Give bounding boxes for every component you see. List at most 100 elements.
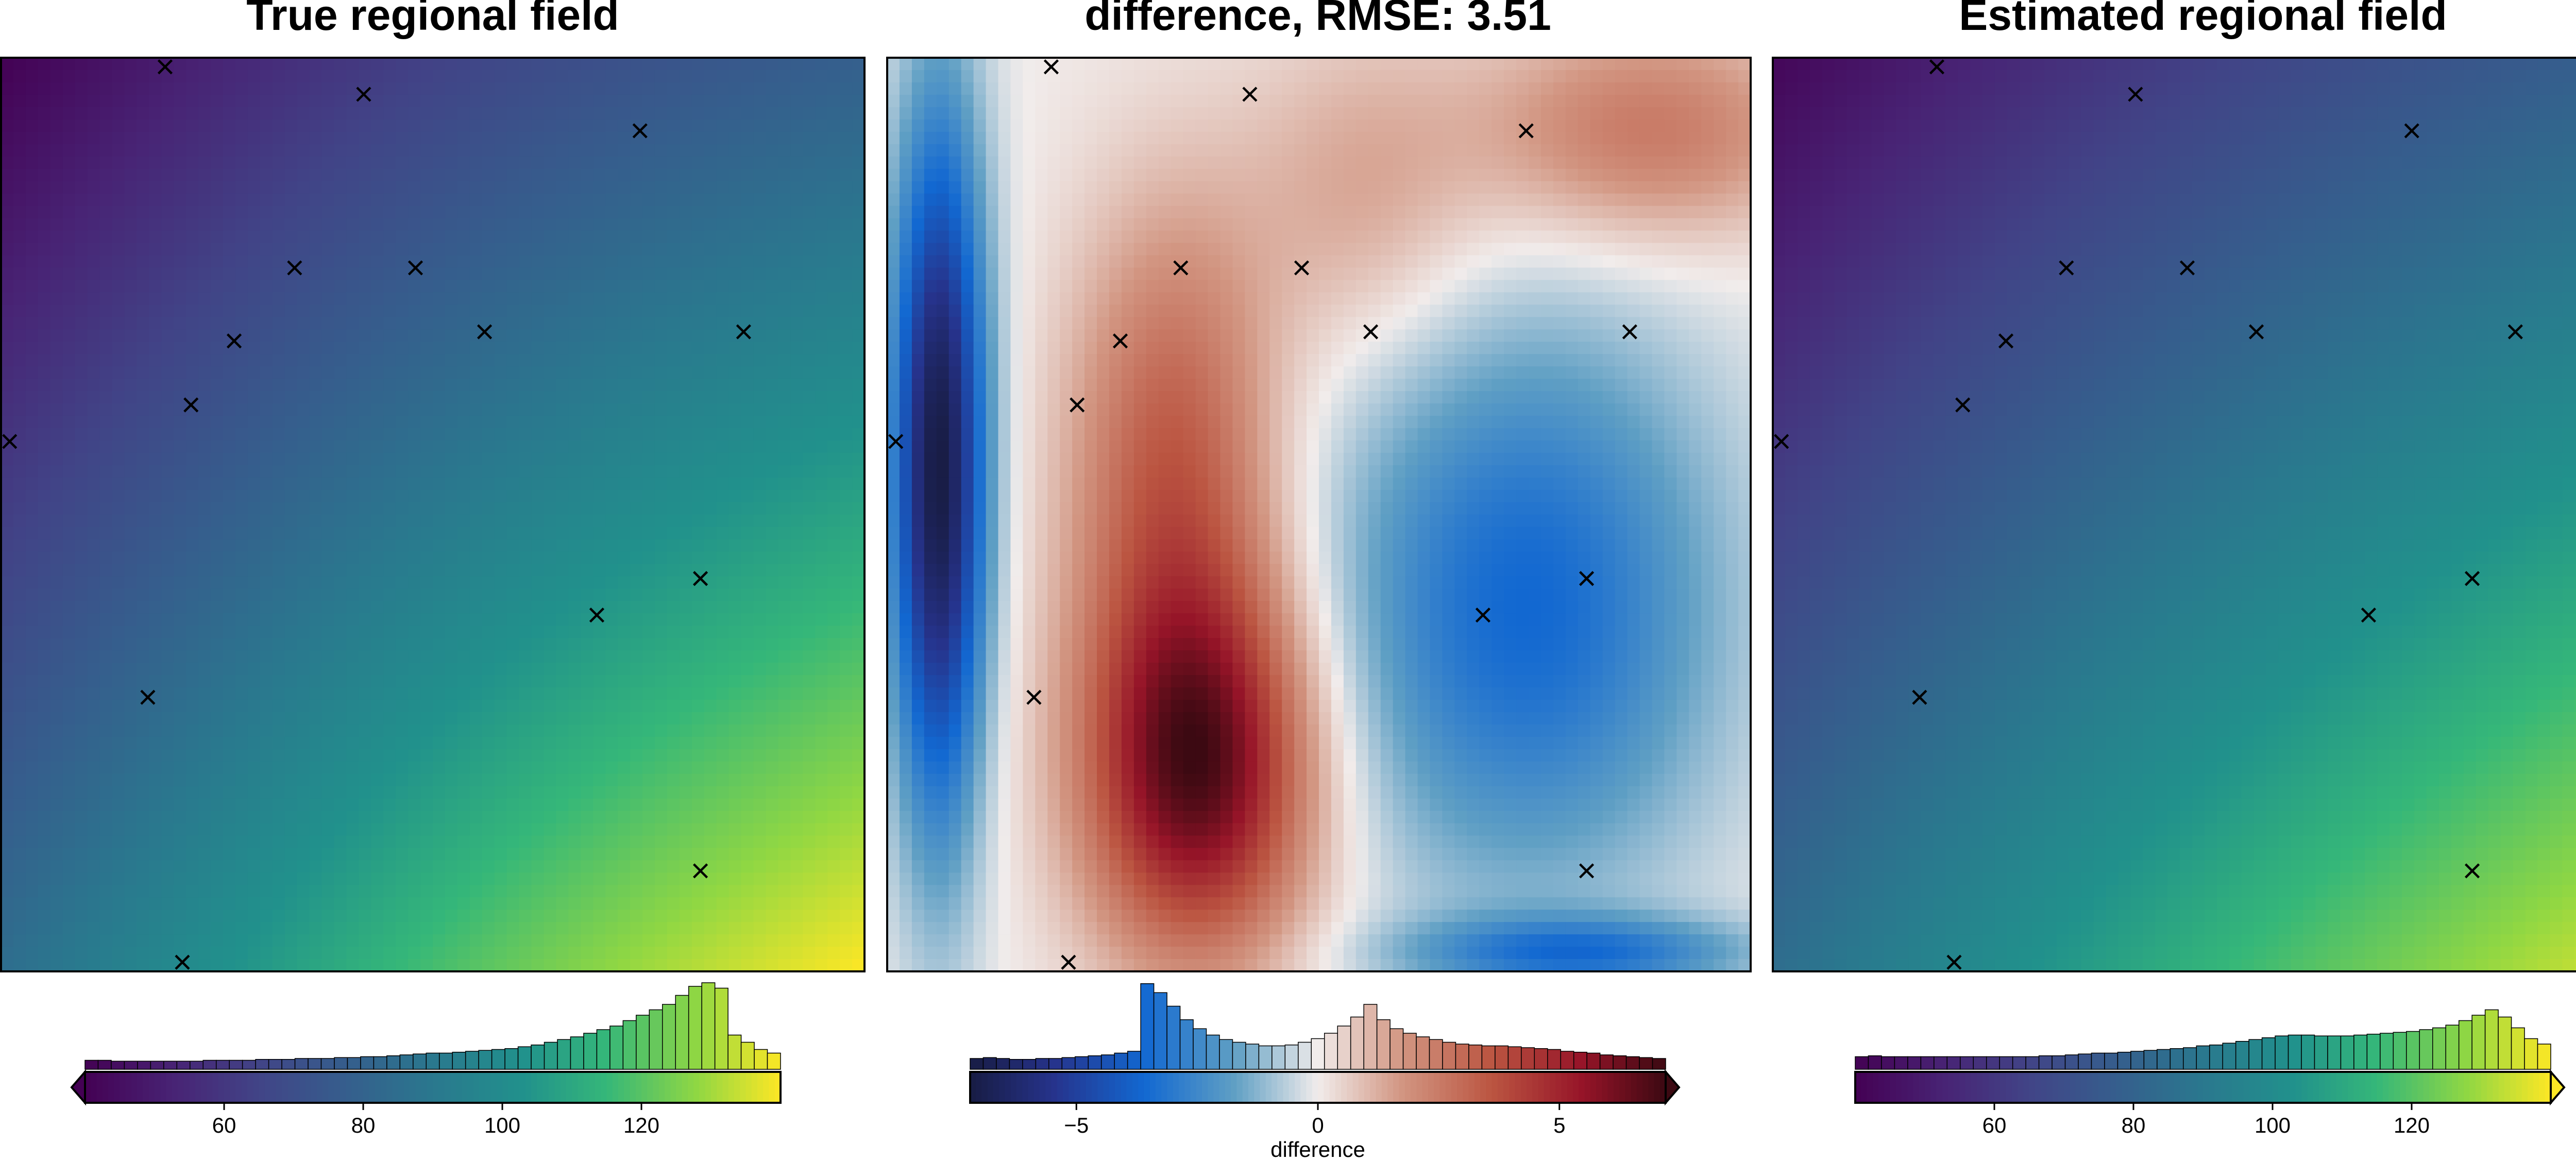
heatmap-cell [334,107,347,120]
heatmap-cell [371,131,384,145]
heatmap-cell [766,687,778,700]
heatmap-cell [815,687,828,700]
heatmap-cell [13,885,26,898]
heatmap-cell [321,317,335,330]
heatmap-cell [581,922,594,935]
heatmap-cell [840,218,853,231]
heatmap-cell [852,848,865,861]
heatmap-cell [137,675,149,688]
heatmap-cell [556,897,569,910]
heatmap-cell [247,897,261,910]
heatmap-cell [13,786,26,799]
heatmap-cell [667,452,680,466]
heatmap-cell [211,786,224,799]
heatmap-cell [531,910,545,922]
heatmap-cell [803,119,816,132]
heatmap-cell [593,736,606,750]
heatmap-cell [408,342,421,355]
heatmap-cell [272,811,285,824]
heatmap-cell [383,910,396,922]
heatmap-cell [531,576,545,589]
heatmap-cell [728,255,742,268]
heatmap-cell [704,317,717,330]
heatmap-cell [50,329,63,342]
heatmap-cell [346,354,359,367]
heatmap-cell [482,267,495,280]
heatmap-cell [544,181,557,194]
heatmap-cell [654,835,668,849]
heatmap-cell [321,626,335,638]
heatmap-cell [445,650,458,663]
heatmap-cell [321,428,335,441]
heatmap-cell [728,243,742,256]
heatmap-cell [223,82,236,95]
heatmap-cell [840,712,853,725]
heatmap-cell [13,156,26,170]
heatmap-cell [211,626,224,638]
heatmap-cell [198,119,211,132]
heatmap-cell [667,391,680,404]
heatmap-cell [728,551,742,564]
heatmap-cell [544,354,557,367]
heatmap-cell [852,317,865,330]
heatmap-cell [1,638,14,651]
heatmap-cell [260,564,273,577]
heatmap-cell [716,58,730,71]
heatmap-cell [1,415,14,429]
heatmap-cell [691,82,705,95]
heatmap-cell [297,440,310,453]
heatmap-cell [149,169,162,182]
heatmap-cell [334,329,347,342]
heatmap-cell [75,156,88,170]
heatmap-cell [568,589,581,601]
heatmap-cell [642,589,655,601]
heatmap-cell [815,749,828,762]
heatmap-cell [827,58,840,71]
heatmap-cell [803,638,816,651]
heatmap-cell [803,452,816,466]
heatmap-cell [556,403,569,416]
heatmap-cell [87,798,100,812]
heatmap-cell [112,687,125,700]
heatmap-cell [630,366,643,379]
heatmap-cell [556,835,569,849]
heatmap-cell [25,699,39,713]
heatmap-cell [396,329,409,342]
heatmap-cell [852,502,865,515]
heatmap-cell [1,699,14,713]
heatmap-cell [482,218,495,231]
heatmap-cell [778,415,791,429]
heatmap-cell [815,835,828,849]
heatmap-cell [716,872,730,885]
heatmap-cell [334,206,347,219]
heatmap-cell [494,465,507,478]
heatmap-cell [50,267,63,280]
heatmap-cell [137,650,149,663]
heatmap-cell [99,786,113,799]
heatmap-cell [494,156,507,170]
heatmap-cell [519,848,532,861]
heatmap-cell [211,910,224,922]
heatmap-cell [852,551,865,564]
heatmap-cell [667,218,680,231]
heatmap-cell [87,490,100,503]
heatmap-cell [568,144,581,157]
heatmap-cell [420,490,433,503]
heatmap-cell [137,70,149,83]
heatmap-cell [420,82,433,95]
heatmap-cell [223,514,236,528]
heatmap-cell [630,650,643,663]
heatmap-cell [691,699,705,713]
heatmap-cell [815,465,828,478]
heatmap-cell [519,502,532,515]
heatmap-cell [334,564,347,577]
heatmap-cell [654,82,668,95]
heatmap-cell [235,576,248,589]
heatmap-cell [433,82,446,95]
heatmap-cell [494,107,507,120]
heatmap-cell [38,650,51,663]
heatmap-cell [852,650,865,663]
heatmap-cell [383,551,396,564]
heatmap-cell [568,243,581,256]
heatmap-cell [223,712,236,725]
